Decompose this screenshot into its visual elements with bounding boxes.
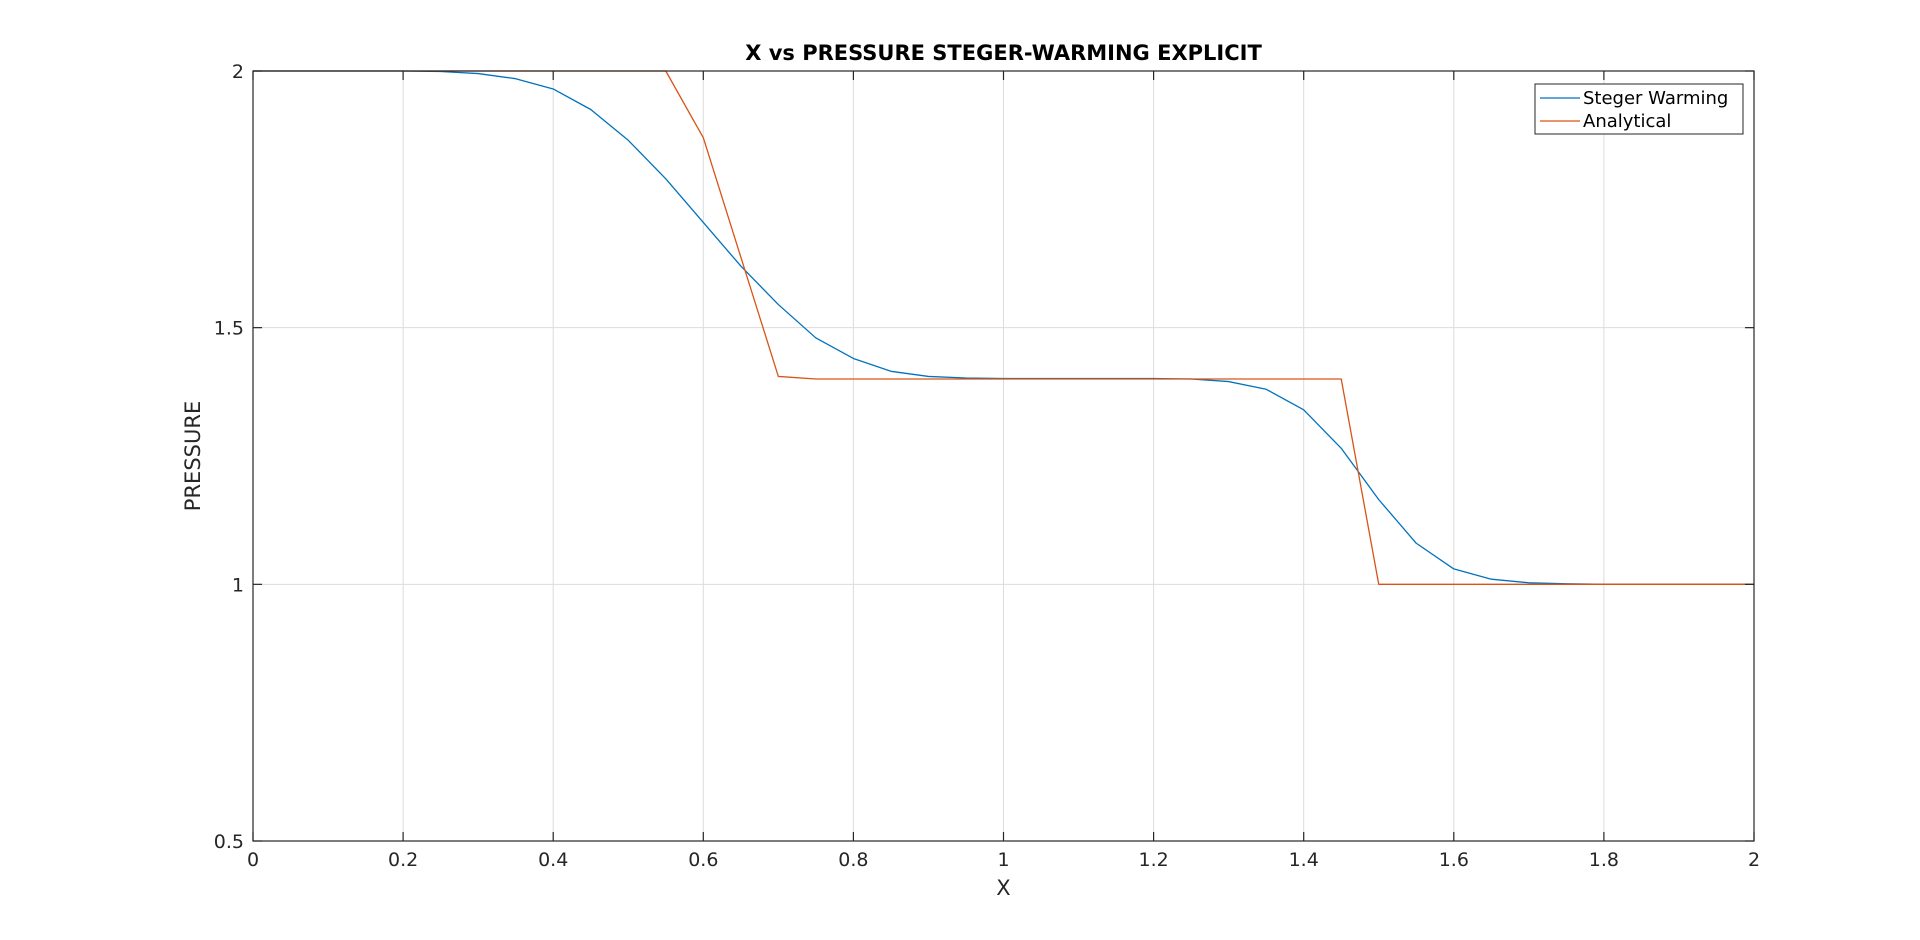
series-lines [253, 70, 1754, 585]
x-tick-labels: 0 0.2 0.4 0.6 0.8 1 1.2 1.4 1.6 1.8 2 [247, 849, 1760, 871]
x-tick-label: 0.6 [688, 849, 718, 871]
x-tick-label: 0.8 [838, 849, 868, 871]
x-tick-label: 1.2 [1138, 849, 1168, 871]
legend-box [1534, 83, 1744, 135]
y-axis-label: PRESSURE [181, 401, 205, 511]
y-tick-label: 1 [232, 574, 244, 596]
x-tick-label: 0 [247, 849, 259, 871]
grid [253, 71, 1754, 841]
x-tick-label: 1 [997, 849, 1009, 871]
y-tick-label: 0.5 [214, 831, 244, 853]
x-tick-label: 1.8 [1589, 849, 1619, 871]
y-tick-label: 2 [232, 61, 244, 83]
legend-label-analytical: Analytical [1583, 111, 1671, 132]
x-tick-label: 2 [1748, 849, 1760, 871]
series-line-analytical [253, 70, 1754, 585]
y-tick-label: 1.5 [214, 318, 244, 340]
chart-title: X vs PRESSURE STEGER-WARMING EXPLICIT [745, 41, 1262, 65]
x-tick-label: 0.4 [538, 849, 568, 871]
ticks [252, 70, 1755, 842]
x-tick-label: 1.4 [1289, 849, 1319, 871]
legend-label-steger-warming: Steger Warming [1583, 88, 1728, 109]
y-tick-labels: 0.5 1 1.5 2 [214, 61, 244, 853]
legend: Steger Warming Analytical [1534, 83, 1744, 135]
x-tick-label: 0.2 [388, 849, 418, 871]
x-axis-label: X [996, 876, 1010, 900]
x-tick-label: 1.6 [1439, 849, 1469, 871]
